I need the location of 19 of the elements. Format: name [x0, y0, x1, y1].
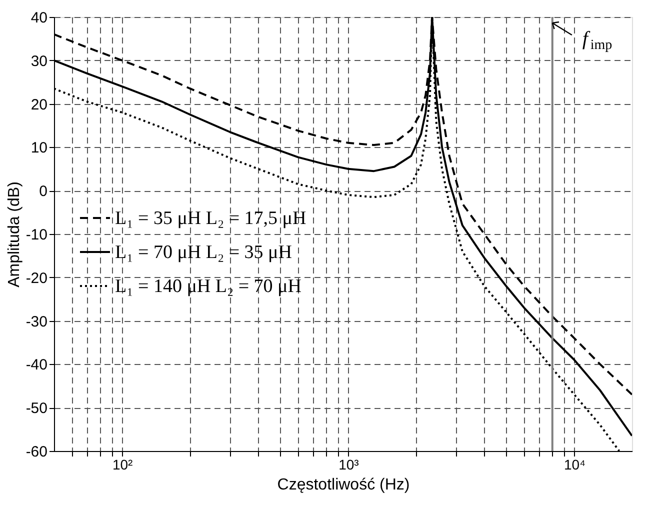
y-tick-label: -10: [26, 226, 48, 244]
y-tick-label: 30: [30, 52, 48, 70]
y-tick-label: -40: [26, 356, 48, 374]
legend-label: L₁ = 140 μH L₂ = 70 μH: [115, 276, 302, 297]
y-tick-label: 40: [30, 10, 48, 26]
y-tick-label: -60: [26, 444, 48, 460]
x-tick-label: 10²: [112, 456, 134, 472]
y-tick-label: 0: [39, 183, 48, 200]
y-tick-label: -50: [26, 400, 48, 418]
y-tick-label: -20: [26, 270, 48, 287]
legend-label: L₁ = 35 μH L₂ = 17,5 μH: [115, 208, 306, 229]
x-tick-label: 10⁴: [564, 456, 586, 472]
y-tick-label: 20: [30, 96, 48, 114]
y-axis-title: Amplituda (dB): [6, 182, 23, 288]
y-tick-label: -30: [26, 313, 48, 330]
x-tick-label: 10³: [338, 456, 360, 472]
y-tick-label: 10: [30, 140, 48, 157]
x-axis-title: Częstotliwość (Hz): [277, 476, 410, 494]
legend-label: L₁ = 70 μH L₂ = 35 μH: [115, 242, 292, 263]
